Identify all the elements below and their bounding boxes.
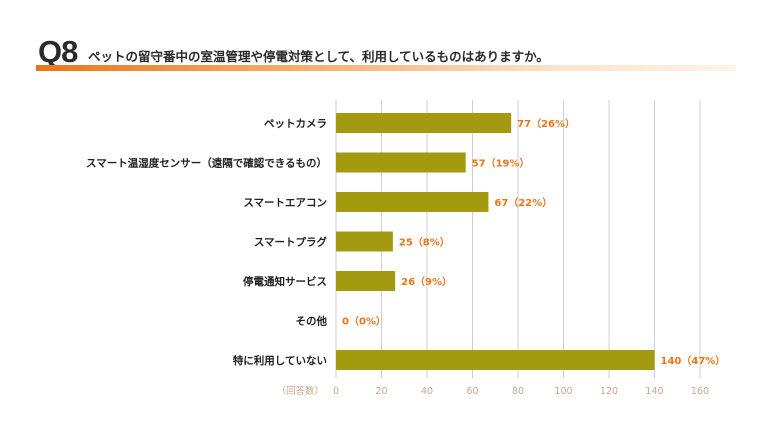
value-label: 140（47%） [661, 354, 726, 367]
category-label: その他 [296, 315, 328, 328]
category-label: 特に利用していない [233, 354, 327, 367]
question-number: Q8 [38, 34, 78, 69]
value-label: 25（8%） [399, 236, 450, 249]
value-label: 77（26%） [517, 117, 575, 130]
bar [336, 152, 466, 173]
x-tick-label: 80 [512, 386, 524, 397]
bar [336, 271, 396, 291]
value-label: 57（19%） [472, 157, 530, 170]
value-label: 0（0%） [342, 315, 386, 328]
x-tick-label: 160 [691, 386, 709, 397]
x-tick-label: 100 [554, 386, 572, 397]
category-label: スマートプラグ [254, 236, 328, 249]
category-label: スマート温湿度センサー（遠隔で確認できるもの） [86, 157, 327, 170]
category-label: ペットカメラ [264, 118, 327, 130]
bar [336, 350, 655, 370]
title-underline [36, 65, 736, 71]
category-label: スマートエアコン [243, 197, 327, 209]
x-tick-label: 20 [375, 386, 387, 397]
category-label: 停電通知サービス [243, 275, 327, 288]
x-tick-label: 60 [466, 386, 478, 397]
x-tick-label: 40 [421, 386, 433, 397]
x-tick-label: 0 [333, 386, 339, 397]
x-tick-label: 140 [645, 386, 663, 397]
value-label: 67（22%） [494, 196, 552, 209]
bar [336, 231, 393, 252]
x-axis-label: （回答数） [276, 385, 324, 397]
bar [336, 113, 512, 133]
x-tick-label: 120 [600, 386, 618, 397]
question-title: ペットの留守番中の室温管理や停電対策として、利用しているものはありますか。 [88, 49, 549, 64]
value-label: 26（9%） [401, 275, 452, 288]
bar [336, 192, 489, 212]
